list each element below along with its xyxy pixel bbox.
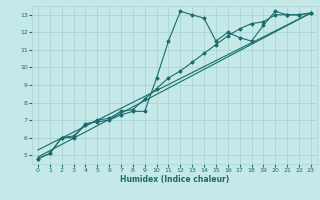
X-axis label: Humidex (Indice chaleur): Humidex (Indice chaleur) [120, 175, 229, 184]
